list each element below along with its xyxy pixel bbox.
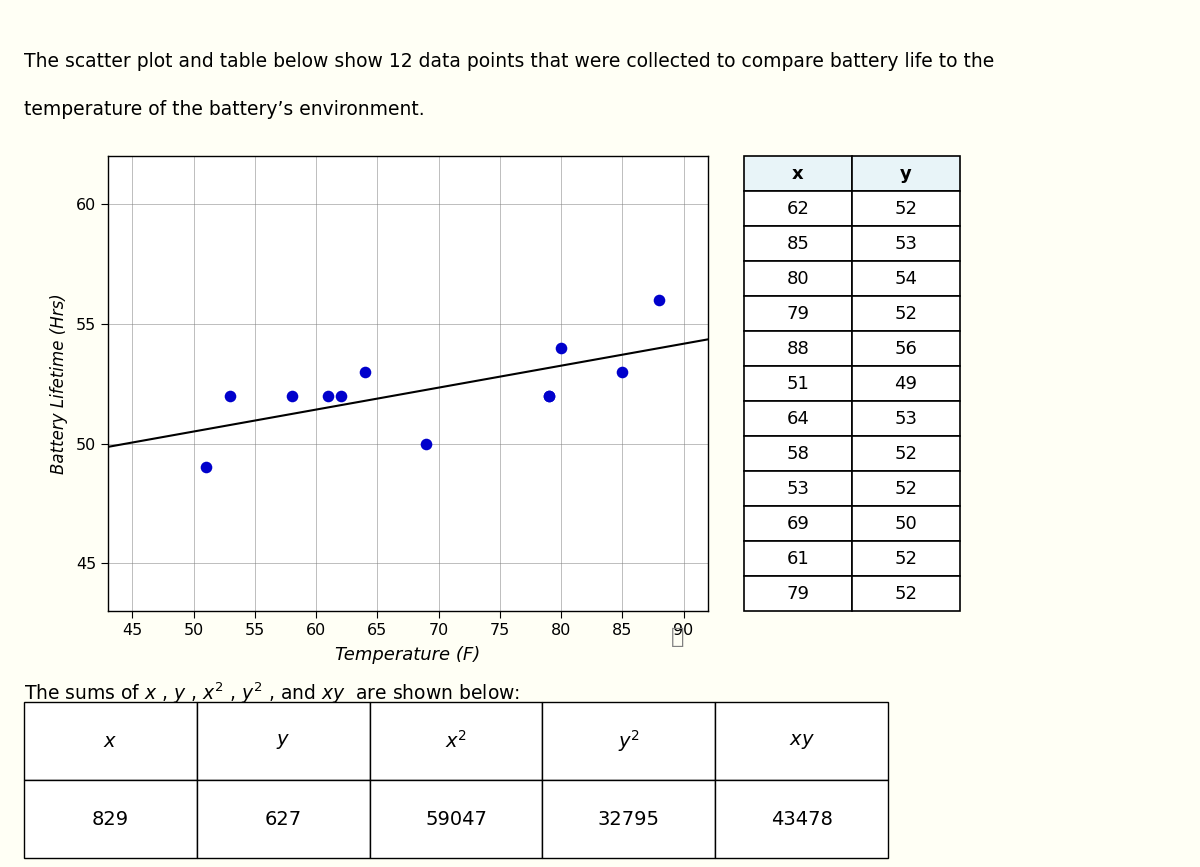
Point: [613, 365, 632, 379]
Text: temperature of the battery’s environment.: temperature of the battery’s environment…: [24, 100, 425, 119]
Text: The scatter plot and table below show 12 data points that were collected to comp: The scatter plot and table below show 12…: [24, 52, 995, 71]
Point: [319, 388, 338, 402]
Text: ⌕: ⌕: [671, 627, 685, 648]
Point: [331, 388, 350, 402]
Point: [416, 437, 436, 451]
Point: [197, 460, 216, 474]
Point: [539, 388, 558, 402]
X-axis label: Temperature (F): Temperature (F): [335, 647, 481, 664]
Point: [539, 388, 558, 402]
Point: [221, 388, 240, 402]
Point: [355, 365, 374, 379]
Point: [552, 341, 571, 355]
Point: [649, 293, 668, 307]
Y-axis label: Battery Lifetime (Hrs): Battery Lifetime (Hrs): [49, 293, 67, 474]
Point: [282, 388, 301, 402]
Text: The sums of $x$ , $y$ , $x^2$ , $y^2$ , and $xy$  are shown below:: The sums of $x$ , $y$ , $x^2$ , $y^2$ , …: [24, 681, 520, 706]
